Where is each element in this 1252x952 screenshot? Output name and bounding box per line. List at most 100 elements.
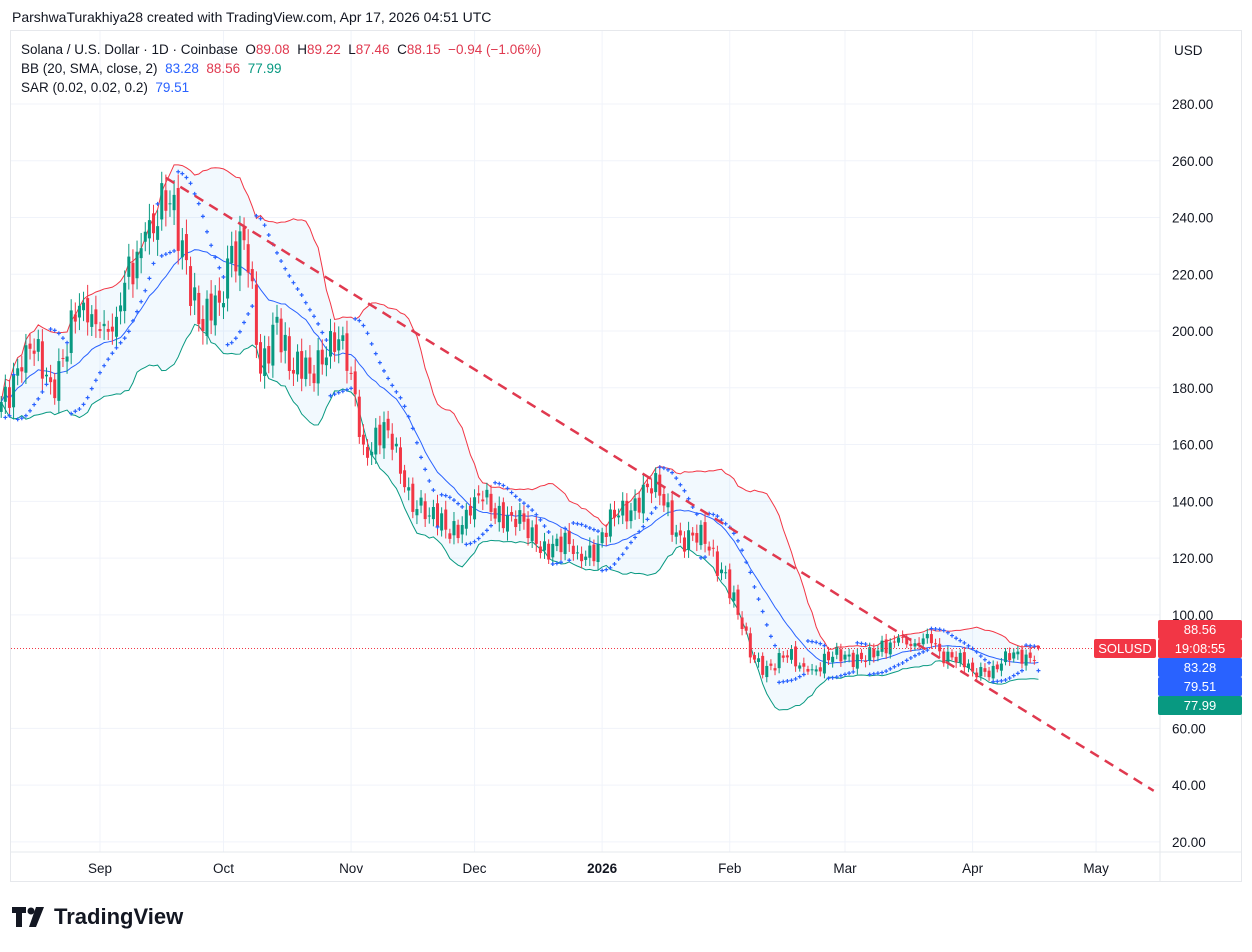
candle-body <box>102 323 106 327</box>
sar-point <box>176 169 181 174</box>
candle-body <box>682 537 686 552</box>
candle-body <box>670 500 674 535</box>
sar-point <box>855 640 860 645</box>
sar-point <box>460 504 465 509</box>
candle-body <box>744 626 748 631</box>
sar-point <box>962 640 967 645</box>
candle-body <box>238 231 242 276</box>
candle-body <box>547 543 551 560</box>
sar-point <box>596 529 601 534</box>
x-tick-label: Mar <box>833 861 857 876</box>
sar-point <box>723 521 728 526</box>
sar-point <box>3 415 8 420</box>
candle-body <box>876 650 880 657</box>
sar-point <box>159 253 164 258</box>
candle-body <box>707 546 711 551</box>
sar-point <box>805 638 810 643</box>
candle-body <box>131 262 135 285</box>
sar-point <box>863 642 868 647</box>
candle-body <box>831 656 835 663</box>
chart-credit: ParshwaTurakhiya28 created with TradingV… <box>12 9 492 25</box>
sar-point <box>336 390 341 395</box>
candle-body <box>518 510 522 524</box>
candle-body <box>637 497 641 513</box>
candle-body <box>24 345 28 373</box>
sar-point <box>497 481 502 486</box>
sar-point <box>151 261 156 266</box>
sar-point <box>591 527 596 532</box>
sar-point <box>242 320 247 325</box>
chart-frame <box>10 30 1242 882</box>
candle-body <box>752 655 756 660</box>
candle-body <box>584 556 588 560</box>
candle-body <box>407 487 411 491</box>
candle-body <box>897 637 901 643</box>
sar-point <box>377 360 382 365</box>
candle-body <box>316 350 320 384</box>
candle-body <box>868 647 872 661</box>
bb-basis-price-label: 83.28 <box>1158 658 1242 677</box>
sar-point <box>427 478 432 483</box>
candle-body <box>806 668 810 672</box>
sar-point <box>847 671 852 676</box>
symbol-price-label: SOLUSD <box>1094 639 1156 658</box>
sar-point <box>229 340 234 345</box>
sar-point <box>167 250 172 255</box>
sar-point <box>748 570 753 575</box>
sar-point <box>785 678 790 683</box>
candle-body <box>127 256 131 277</box>
candle-body <box>370 451 374 456</box>
sar-point <box>172 248 177 253</box>
candle-body <box>962 652 966 668</box>
sar-point <box>941 628 946 633</box>
sar-point <box>246 311 251 316</box>
sar-point <box>303 300 308 305</box>
bb-label[interactable]: BB (20, SMA, close, 2) <box>21 61 158 76</box>
candle-body <box>555 538 559 547</box>
candle-body <box>160 183 164 220</box>
sar-point <box>859 641 864 646</box>
candle-body <box>880 640 884 652</box>
tradingview-logo[interactable]: TradingView <box>12 904 183 930</box>
trendline[interactable] <box>165 176 1155 792</box>
sar-point <box>390 383 395 388</box>
candle-body <box>217 290 221 303</box>
symbol-title[interactable]: Solana / U.S. Dollar · 1D · Coinbase <box>21 42 238 57</box>
sar-point <box>995 679 1000 684</box>
candle-body <box>987 670 991 678</box>
bb-upper-value: 88.56 <box>206 61 241 76</box>
sar-point <box>1015 671 1020 676</box>
candle-body <box>353 371 357 395</box>
y-tick-label: 260.00 <box>1172 154 1213 169</box>
candle-body <box>633 498 637 511</box>
candle-body <box>1032 659 1036 661</box>
sar-point <box>447 495 452 500</box>
candle-body <box>213 295 217 326</box>
legend-bb-row[interactable]: BB (20, SMA, close, 2) 83.28 88.56 77.99 <box>21 59 541 78</box>
sar-label[interactable]: SAR (0.02, 0.02, 0.2) <box>21 80 148 95</box>
candle-body <box>300 351 304 379</box>
candle-body <box>345 333 349 371</box>
candle-body <box>892 641 896 643</box>
sar-point <box>184 175 189 180</box>
legend-symbol-row[interactable]: Solana / U.S. Dollar · 1D · Coinbase O89… <box>21 40 541 59</box>
sar-point <box>608 565 613 570</box>
sar-point <box>838 673 843 678</box>
candle-body <box>983 668 987 672</box>
candle-body <box>168 203 172 205</box>
candle-body <box>905 637 909 645</box>
sar-point <box>130 318 135 323</box>
candle-body <box>28 343 32 349</box>
candle-body <box>1008 653 1012 661</box>
sar-point <box>999 678 1004 683</box>
sar-point <box>48 327 53 332</box>
candle-body <box>493 508 497 519</box>
sar-point <box>266 233 271 238</box>
legend-sar-row[interactable]: SAR (0.02, 0.02, 0.2) 79.51 <box>21 78 541 97</box>
candle-body <box>925 633 929 639</box>
sar-point <box>892 664 897 669</box>
low-value: 87.46 <box>355 42 390 57</box>
candle-body <box>398 447 402 474</box>
candle-body <box>839 649 843 662</box>
